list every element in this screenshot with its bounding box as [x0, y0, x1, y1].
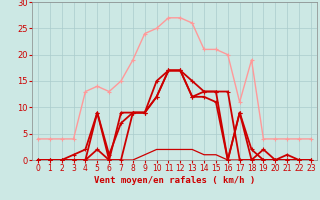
X-axis label: Vent moyen/en rafales ( km/h ): Vent moyen/en rafales ( km/h ) — [94, 176, 255, 185]
